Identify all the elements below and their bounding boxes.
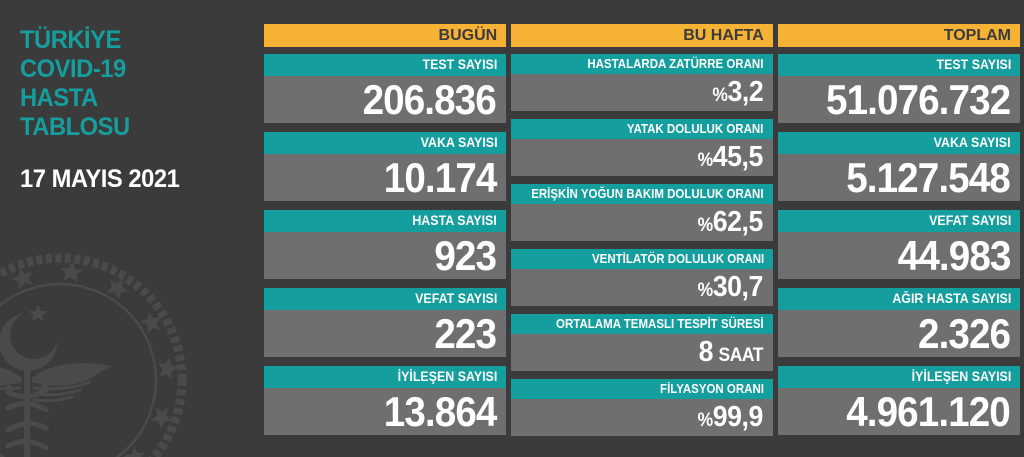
column-toplam: TOPLAM TEST SAYISI 51.076.732 VAKA SAYIS…	[777, 24, 1020, 444]
stat-value: 13.864	[264, 388, 507, 435]
column-header-bugun: BUGÜN	[264, 24, 507, 47]
stat-label: AĞIR HASTA SAYISI	[777, 288, 1020, 310]
column-bu-hafta: BU HAFTA HASTALARDA ZATÜRRE ORANI %3,2 Y…	[511, 24, 773, 444]
stat-label: HASTA SAYISI	[264, 210, 507, 232]
stat-value: %45,5	[511, 139, 773, 176]
stat-value: 2.326	[777, 310, 1020, 357]
stat-row: VEFAT SAYISI 44.983	[777, 210, 1020, 279]
stat-value: 223	[264, 310, 507, 357]
stat-label: YATAK DOLULUK ORANI	[511, 119, 773, 139]
stat-value: 10.174	[264, 154, 507, 201]
stat-row: FİLYASYON ORANI %99,9	[511, 379, 773, 436]
stat-label: VAKA SAYISI	[777, 132, 1020, 154]
title-panel: TÜRKİYE COVID-19 HASTA TABLOSU 17 MAYIS …	[0, 0, 264, 457]
stat-row: AĞIR HASTA SAYISI 2.326	[777, 288, 1020, 357]
stat-value: 8 SAAT	[511, 334, 773, 371]
ministry-of-health-emblem-icon	[0, 253, 187, 457]
stat-row: ORTALAMA TEMASLI TESPİT SÜRESİ 8 SAAT	[511, 314, 773, 371]
stat-label: VEFAT SAYISI	[264, 288, 507, 310]
stat-row: VAKA SAYISI 10.174	[264, 132, 507, 201]
stat-row: İYİLEŞEN SAYISI 4.961.120	[777, 366, 1020, 435]
stat-row: TEST SAYISI 51.076.732	[777, 54, 1020, 123]
stat-value: %99,9	[511, 399, 773, 436]
column-header-bu-hafta: BU HAFTA	[511, 24, 773, 47]
stat-value: 206.836	[264, 76, 507, 123]
stat-value: 4.961.120	[777, 388, 1020, 435]
stat-label: TEST SAYISI	[777, 54, 1020, 76]
stat-label: ORTALAMA TEMASLI TESPİT SÜRESİ	[511, 314, 773, 334]
stat-label: HASTALARDA ZATÜRRE ORANI	[511, 54, 773, 74]
stat-value: %3,2	[511, 74, 773, 111]
column-header-toplam: TOPLAM	[777, 24, 1020, 47]
stat-row: VENTİLATÖR DOLULUK ORANI %30,7	[511, 249, 773, 306]
stat-row: VAKA SAYISI 5.127.548	[777, 132, 1020, 201]
stat-row: ERİŞKİN YOĞUN BAKIM DOLULUK ORANI %62,5	[511, 184, 773, 241]
stats-table: BUGÜN TEST SAYISI 206.836 VAKA SAYISI 10…	[264, 24, 1020, 444]
stat-label: VAKA SAYISI	[264, 132, 507, 154]
title-line: TABLOSU	[20, 113, 130, 141]
report-date: 17 MAYIS 2021	[20, 165, 180, 193]
stat-label: FİLYASYON ORANI	[511, 379, 773, 399]
title-line: COVID-19	[20, 55, 126, 83]
title-line: TÜRKİYE	[20, 26, 121, 54]
stat-row: YATAK DOLULUK ORANI %45,5	[511, 119, 773, 176]
stat-value: 51.076.732	[777, 76, 1020, 123]
stat-label: VEFAT SAYISI	[777, 210, 1020, 232]
stat-value: %30,7	[511, 269, 773, 306]
title-line: HASTA	[20, 84, 98, 112]
page-title: TÜRKİYE COVID-19 HASTA TABLOSU	[20, 26, 130, 142]
stat-row: TEST SAYISI 206.836	[264, 54, 507, 123]
stat-label: VENTİLATÖR DOLULUK ORANI	[511, 249, 773, 269]
stat-label: İYİLEŞEN SAYISI	[777, 366, 1020, 388]
stat-label: ERİŞKİN YOĞUN BAKIM DOLULUK ORANI	[511, 184, 773, 204]
stat-row: İYİLEŞEN SAYISI 13.864	[264, 366, 507, 435]
stat-label: TEST SAYISI	[264, 54, 507, 76]
stat-label: İYİLEŞEN SAYISI	[264, 366, 507, 388]
stat-row: HASTA SAYISI 923	[264, 210, 507, 279]
stat-row: HASTALARDA ZATÜRRE ORANI %3,2	[511, 54, 773, 111]
stat-value: %62,5	[511, 204, 773, 241]
stat-value: 44.983	[777, 232, 1020, 279]
stat-value: 5.127.548	[777, 154, 1020, 201]
stat-row: VEFAT SAYISI 223	[264, 288, 507, 357]
stat-value: 923	[264, 232, 507, 279]
column-bugun: BUGÜN TEST SAYISI 206.836 VAKA SAYISI 10…	[264, 24, 507, 444]
